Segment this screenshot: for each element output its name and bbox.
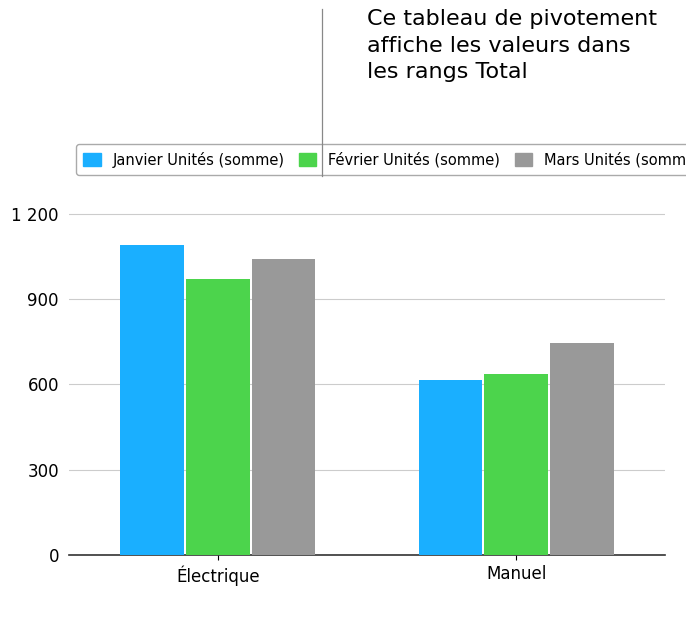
Bar [186,279,250,555]
Bar [252,259,316,555]
Bar [418,380,482,555]
Legend: Janvier Unités (somme), Février Unités (somme), Mars Unités (somme): Janvier Unités (somme), Février Unités (… [76,144,686,175]
Text: Ce tableau de pivotement
affiche les valeurs dans
les rangs Total: Ce tableau de pivotement affiche les val… [367,9,657,82]
Bar [484,375,548,555]
Bar [120,245,184,555]
Bar [550,343,614,555]
